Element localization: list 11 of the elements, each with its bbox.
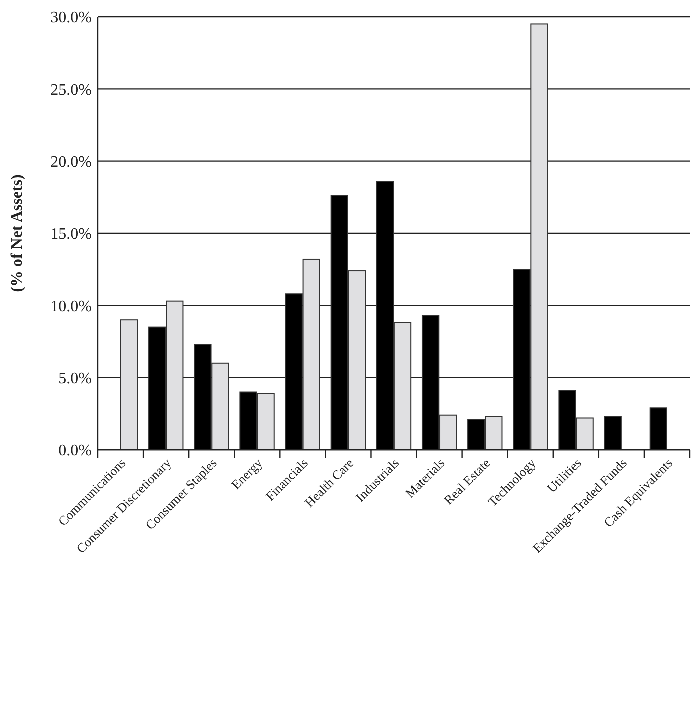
y-tick-label: 0.0% (58, 442, 92, 460)
y-tick-label: 30.0% (50, 10, 92, 27)
y-axis-title: (% of Net Assets) (9, 174, 26, 292)
y-tick-label: 20.0% (50, 154, 92, 171)
bar (604, 416, 622, 450)
bar (650, 408, 668, 450)
bar (120, 320, 138, 450)
y-tick-label: 25.0% (50, 82, 92, 99)
y-tick-label: 15.0% (50, 226, 92, 244)
y-tick-label: 5.0% (58, 370, 92, 388)
y-tick-label: 10.0% (50, 298, 92, 316)
